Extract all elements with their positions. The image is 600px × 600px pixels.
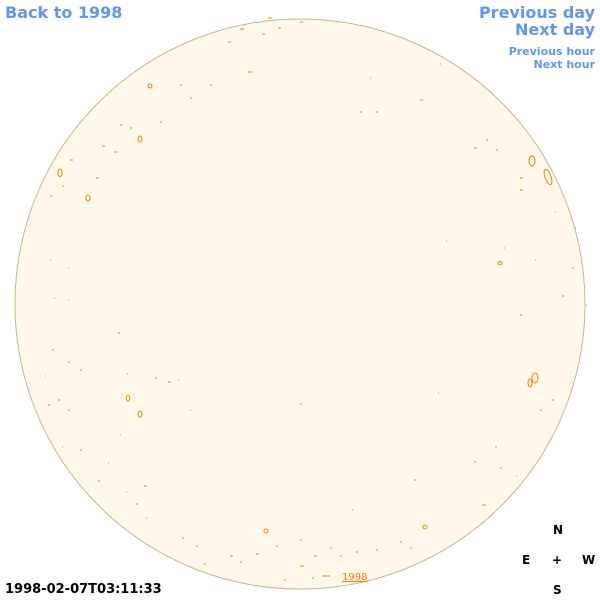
active-region: [528, 155, 536, 167]
active-region: [531, 372, 539, 384]
active-region: [137, 135, 143, 143]
sun-disk: [14, 18, 586, 590]
active-region: [85, 194, 91, 202]
active-region: [57, 168, 63, 178]
compass-west: W: [582, 553, 596, 567]
compass-center: +: [552, 553, 563, 567]
active-region: [527, 378, 533, 388]
active-region: [137, 410, 143, 418]
next-day-link[interactable]: Next day: [515, 20, 595, 39]
active-region: [543, 168, 553, 186]
compass-south: S: [553, 583, 562, 597]
active-region: [126, 394, 130, 402]
compass-east: E: [522, 553, 531, 567]
compass-north: N: [553, 523, 564, 537]
next-hour-link[interactable]: Next hour: [533, 58, 596, 71]
active-region: [45, 17, 587, 581]
timestamp: 1998-02-07T03:11:33: [5, 582, 162, 597]
active-region: [147, 83, 153, 89]
active-region: [497, 261, 503, 265]
active-regions: [45, 17, 587, 581]
active-region: [263, 528, 269, 534]
year-link[interactable]: 1998: [342, 572, 368, 583]
active-region: [422, 524, 428, 530]
previous-hour-link[interactable]: Previous hour: [508, 45, 595, 58]
previous-day-link[interactable]: Previous day: [478, 3, 595, 22]
back-to-year-link[interactable]: Back to 1998: [5, 3, 123, 22]
